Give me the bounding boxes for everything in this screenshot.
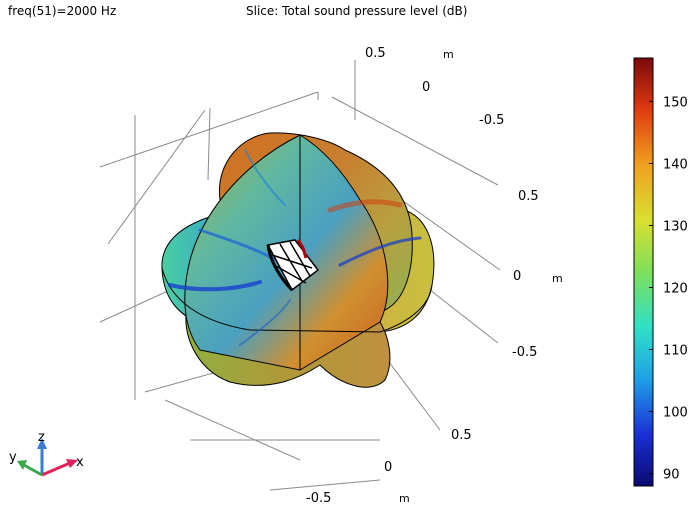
colorbar-gradient [633, 57, 654, 487]
axis-right-pos: 0.5 [518, 189, 539, 204]
axis-top-neg: -0.5 [479, 113, 504, 128]
triad-y-axis [23, 463, 43, 477]
axis-top-zero: 0 [422, 80, 430, 95]
slice-horizontal-rim [161, 267, 433, 333]
colorbar-ticks: 150 140 130 120 110 100 90 [649, 95, 688, 483]
triad-x-label: x [76, 455, 84, 470]
colorbar-tick-label: 120 [663, 282, 688, 297]
triad-x-axis [41, 461, 71, 477]
axis-right-unit: m [552, 272, 563, 285]
axis-right-neg: -0.5 [512, 345, 537, 360]
triad-z-arrowhead [37, 438, 47, 449]
parameter-label: freq(51)=2000 Hz [8, 4, 117, 18]
triad-y-label: y [9, 450, 17, 465]
axis-bottom-zero: 0 [384, 460, 392, 475]
colorbar-tick-label: 130 [663, 219, 688, 234]
colorbar-tick-label: 140 [663, 157, 688, 172]
colorbar: 150 140 130 120 110 100 90 [633, 57, 688, 487]
axis-bottom-neg: -0.5 [306, 491, 331, 506]
triad-x-arrowhead [66, 459, 78, 468]
colorbar-tick-label: 110 [663, 344, 688, 359]
axis-bottom-unit: m [399, 492, 410, 505]
axis-top-unit: m [443, 48, 454, 61]
plot-title: Slice: Total sound pressure level (dB) [246, 4, 468, 18]
axis-bottom-pos: 0.5 [451, 428, 472, 443]
triad-y-arrowhead [17, 460, 27, 470]
colorbar-tick-label: 100 [663, 406, 688, 421]
colorbar-tick-label: 90 [663, 468, 680, 483]
colorbar-tick-label: 150 [663, 95, 688, 110]
triad-z-label: z [38, 430, 45, 445]
axis-right-zero: 0 [513, 269, 521, 284]
axis-top-pos: 0.5 [365, 46, 386, 61]
loudspeaker-geometry [266, 239, 320, 292]
coordinate-triad[interactable]: z x y [9, 430, 84, 477]
